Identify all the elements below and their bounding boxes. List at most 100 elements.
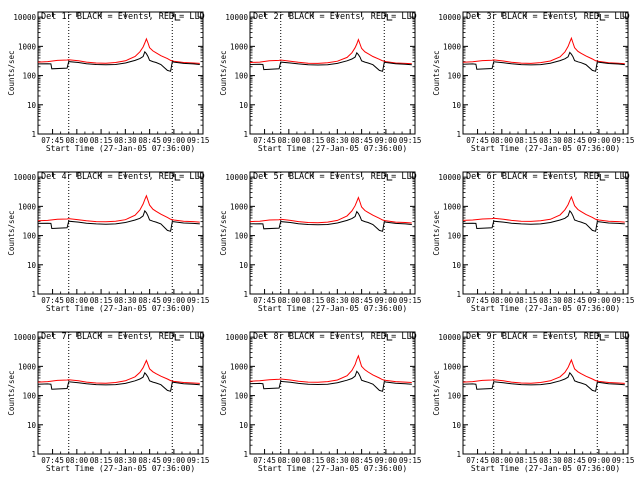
- y-tick-label: 10000: [13, 173, 36, 182]
- x-tick-label: 09:00: [588, 456, 611, 465]
- x-tick-label: 08:45: [350, 456, 373, 465]
- interval-marker: [386, 174, 393, 181]
- x-axis-label: Start Time (27-Jan-05 07:36:00): [258, 304, 407, 313]
- y-tick-label: 10000: [13, 333, 36, 342]
- chart-panel-3: Det 3r BLACK = Events, RED = LLD 1 10 100 10…: [432, 11, 634, 153]
- y-axis-label: Counts/sec: [432, 370, 441, 415]
- x-tick-label: 09:00: [375, 136, 398, 145]
- x-tick-label: 08:00: [278, 136, 301, 145]
- plot-frame: [462, 171, 629, 295]
- y-tick-label: 1000: [18, 42, 37, 51]
- chart-panel-2: Det 2r BLACK = Events, RED = LLD 1 10 100 10…: [219, 11, 422, 153]
- plot-frame: [249, 171, 416, 295]
- x-tick-label: 08:45: [350, 136, 373, 145]
- x-tick-label: 08:00: [278, 296, 301, 305]
- series-line-events: [462, 209, 625, 232]
- x-tick-label: 08:30: [114, 456, 137, 465]
- series-line-lld: [462, 195, 625, 223]
- y-tick-label: 10000: [225, 13, 248, 22]
- x-tick-label: 09:15: [187, 136, 210, 145]
- x-tick-label: 07:45: [253, 296, 276, 305]
- x-tick-label: 09:15: [399, 136, 422, 145]
- x-tick-label: 09:00: [375, 456, 398, 465]
- y-axis-label: Counts/sec: [432, 210, 441, 255]
- chart-panel-1: Det 1r BLACK = Events, RED = LLD 1 10 100 10…: [7, 11, 210, 153]
- x-tick-label: 09:00: [375, 296, 398, 305]
- y-tick-label: 1000: [443, 362, 462, 371]
- x-tick-label: 08:30: [114, 136, 137, 145]
- x-tick-label: 08:45: [563, 296, 586, 305]
- x-tick-label: 08:15: [515, 296, 538, 305]
- series-line-lld: [37, 359, 200, 384]
- x-axis-label: Start Time (27-Jan-05 07:36:00): [46, 304, 195, 313]
- y-tick-label: 10: [452, 421, 462, 430]
- x-tick-label: 09:00: [163, 456, 186, 465]
- series-line-lld: [462, 358, 625, 384]
- x-tick-label: 08:45: [563, 136, 586, 145]
- x-tick-label: 08:15: [302, 456, 325, 465]
- interval-marker: [599, 334, 606, 341]
- x-tick-label: 08:30: [539, 456, 562, 465]
- x-tick-label: 08:30: [539, 296, 562, 305]
- y-tick-label: 1: [31, 450, 36, 459]
- series-line-lld: [249, 38, 412, 65]
- chart-title: Det 7r BLACK = Events, RED = LLD: [41, 332, 205, 342]
- x-tick-label: 08:00: [491, 136, 514, 145]
- series-line-lld: [37, 37, 200, 64]
- y-tick-label: 1000: [230, 362, 249, 371]
- chart-title: Det 8r BLACK = Events, RED = LLD: [253, 332, 417, 342]
- x-axis-label: Start Time (27-Jan-05 07:36:00): [471, 304, 620, 313]
- y-tick-label: 1: [243, 290, 248, 299]
- y-tick-label: 1: [243, 450, 248, 459]
- x-axis-label: Start Time (27-Jan-05 07:36:00): [258, 464, 407, 473]
- x-axis-label: Start Time (27-Jan-05 07:36:00): [46, 464, 195, 473]
- chart-panel-7: Det 7r BLACK = Events, RED = LLD 1 10 100 10…: [7, 331, 210, 473]
- plot-frame: [37, 171, 204, 295]
- x-tick-label: 07:45: [253, 136, 276, 145]
- y-tick-label: 100: [447, 392, 461, 401]
- x-tick-label: 08:00: [491, 456, 514, 465]
- series-line-events: [249, 370, 412, 392]
- y-tick-label: 100: [234, 72, 248, 81]
- interval-marker: [174, 334, 181, 341]
- x-tick-label: 07:45: [466, 296, 489, 305]
- x-tick-label: 09:00: [163, 136, 186, 145]
- series-line-events: [249, 210, 412, 232]
- x-tick-label: 09:15: [399, 296, 422, 305]
- x-tick-label: 09:15: [399, 456, 422, 465]
- y-tick-label: 100: [447, 72, 461, 81]
- series-line-events: [37, 371, 200, 392]
- x-tick-label: 07:45: [41, 456, 64, 465]
- interval-marker: [599, 174, 606, 181]
- y-tick-label: 1: [31, 290, 36, 299]
- y-tick-label: 10: [239, 261, 249, 270]
- y-tick-label: 10: [452, 261, 462, 270]
- series-line-events: [462, 51, 625, 72]
- x-tick-label: 08:30: [326, 456, 349, 465]
- y-tick-label: 10000: [438, 173, 461, 182]
- x-tick-label: 09:15: [612, 296, 635, 305]
- x-tick-label: 08:45: [350, 296, 373, 305]
- x-tick-label: 08:45: [138, 456, 161, 465]
- x-axis-label: Start Time (27-Jan-05 07:36:00): [46, 144, 195, 153]
- series-line-lld: [462, 36, 625, 65]
- y-tick-label: 1: [456, 290, 461, 299]
- y-tick-label: 1: [31, 130, 36, 139]
- y-tick-label: 10: [27, 421, 37, 430]
- x-tick-label: 08:15: [90, 456, 113, 465]
- chart-title: Det 3r BLACK = Events, RED = LLD: [466, 12, 630, 22]
- x-tick-label: 09:15: [187, 456, 210, 465]
- y-axis-label: Counts/sec: [432, 50, 441, 95]
- chart-title: Det 9r BLACK = Events, RED = LLD: [466, 332, 630, 342]
- y-tick-label: 1: [243, 130, 248, 139]
- plot-frame: [37, 11, 204, 135]
- x-tick-label: 09:15: [612, 456, 635, 465]
- chart-title: Det 5r BLACK = Events, RED = LLD: [253, 172, 417, 182]
- y-tick-label: 10000: [438, 13, 461, 22]
- y-tick-label: 100: [22, 392, 36, 401]
- chart-title: Det 2r BLACK = Events, RED = LLD: [253, 12, 417, 22]
- x-tick-label: 08:45: [138, 136, 161, 145]
- y-tick-label: 1: [456, 450, 461, 459]
- series-line-lld: [249, 196, 412, 224]
